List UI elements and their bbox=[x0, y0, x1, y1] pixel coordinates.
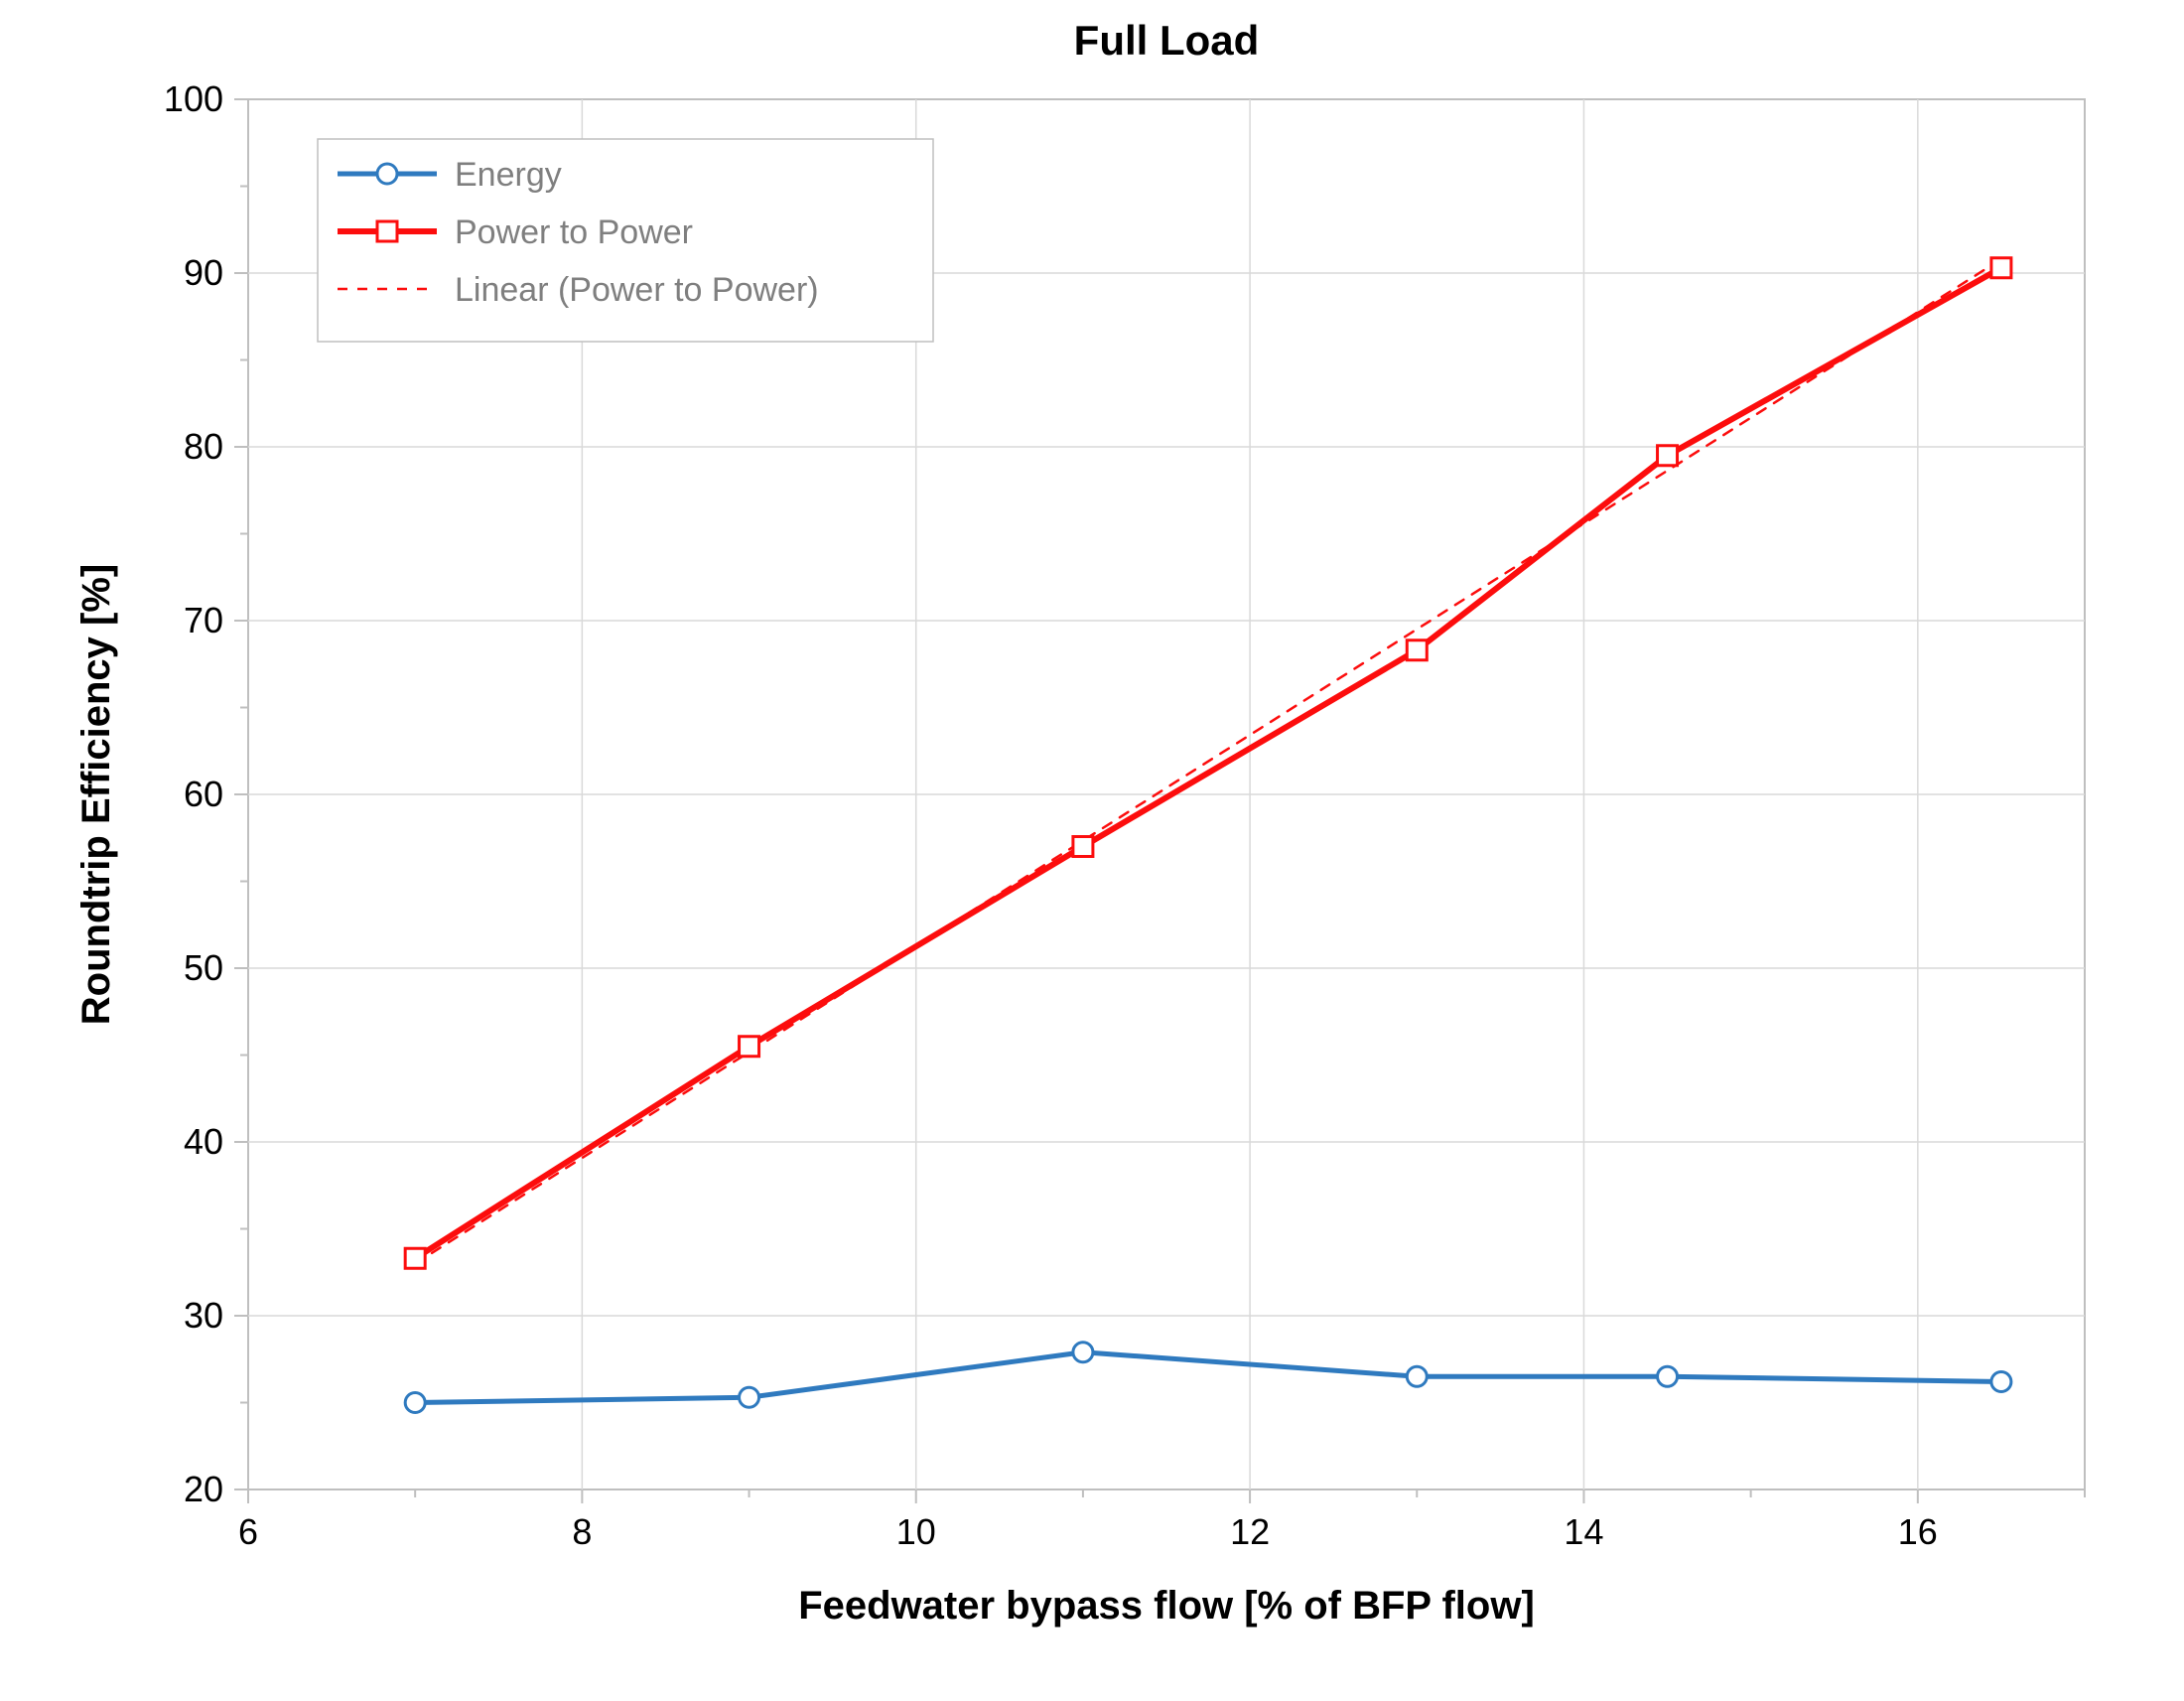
series-marker-energy bbox=[1073, 1343, 1093, 1362]
ytick-label: 30 bbox=[184, 1295, 223, 1336]
xtick-label: 14 bbox=[1564, 1511, 1603, 1552]
series-marker-p2p bbox=[1407, 640, 1427, 660]
xtick-label: 10 bbox=[896, 1511, 936, 1552]
ytick-label: 100 bbox=[164, 78, 223, 119]
x-axis-label: Feedwater bypass flow [% of BFP flow] bbox=[798, 1584, 1535, 1628]
legend-marker-energy bbox=[377, 164, 397, 184]
chart-svg: Full Load 6 8 10 12 14 16 20 30 40 50 60 70 80 90 100 Fe… bbox=[0, 0, 2184, 1701]
xtick-label: 6 bbox=[238, 1511, 258, 1552]
series-marker-energy bbox=[1407, 1366, 1427, 1386]
xtick-label: 16 bbox=[1898, 1511, 1938, 1552]
series-marker-p2p bbox=[740, 1037, 759, 1057]
ytick-label: 40 bbox=[184, 1121, 223, 1162]
chart-container: Full Load 6 8 10 12 14 16 20 30 40 50 60 70 80 90 100 Fe… bbox=[0, 0, 2184, 1701]
series-marker-p2p bbox=[1658, 446, 1678, 466]
legend-label-linear-p2p: Linear (Power to Power) bbox=[455, 271, 819, 309]
ytick-label: 20 bbox=[184, 1469, 223, 1509]
series-marker-p2p bbox=[405, 1248, 425, 1268]
series-marker-energy bbox=[740, 1387, 759, 1407]
legend-label-p2p: Power to Power bbox=[455, 213, 693, 251]
series-marker-energy bbox=[405, 1393, 425, 1413]
series-marker-energy bbox=[1658, 1366, 1678, 1386]
ytick-label: 50 bbox=[184, 947, 223, 988]
y-axis-label: Roundtrip Efficiency [%] bbox=[74, 564, 118, 1025]
legend-marker-p2p bbox=[377, 221, 397, 241]
xtick-label: 12 bbox=[1230, 1511, 1270, 1552]
series-marker-p2p bbox=[1073, 837, 1093, 857]
chart-title: Full Load bbox=[1074, 17, 1260, 64]
ytick-label: 60 bbox=[184, 774, 223, 814]
ytick-label: 70 bbox=[184, 600, 223, 640]
ytick-label: 90 bbox=[184, 252, 223, 293]
series-marker-energy bbox=[1991, 1372, 2011, 1392]
series-marker-p2p bbox=[1991, 258, 2011, 278]
xtick-label: 8 bbox=[572, 1511, 592, 1552]
ytick-label: 80 bbox=[184, 426, 223, 467]
legend-label-energy: Energy bbox=[455, 156, 562, 194]
